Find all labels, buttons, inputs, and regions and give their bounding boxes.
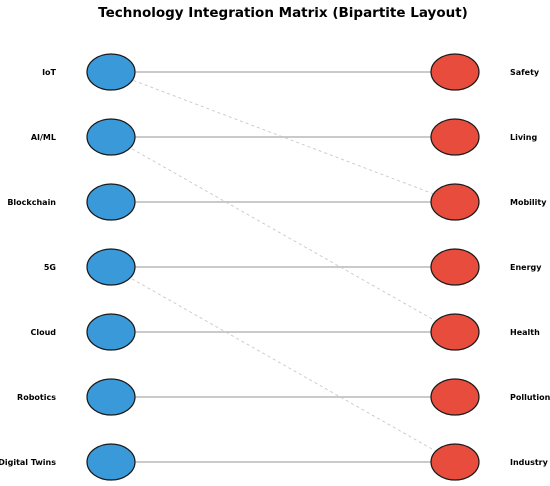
label-blockchain: Blockchain <box>7 198 56 207</box>
diagram-title: Technology Integration Matrix (Bipartite… <box>98 5 468 21</box>
node-safety <box>430 53 480 91</box>
node-robotics <box>86 378 136 416</box>
label-pollution: Pollution <box>510 393 550 402</box>
label-living: Living <box>510 133 537 142</box>
edges-layer <box>110 71 456 463</box>
node-ai-ml <box>86 118 136 156</box>
label-robotics: Robotics <box>17 393 56 402</box>
label-iot: IoT <box>42 68 56 77</box>
label-safety: Safety <box>510 68 540 77</box>
node-health <box>430 313 480 351</box>
label-ai-ml: AI/ML <box>31 133 56 142</box>
label-5g: 5G <box>44 263 56 272</box>
node-pollution <box>430 378 480 416</box>
node-digital-twins <box>86 443 136 481</box>
node-energy <box>430 248 480 286</box>
node-5g <box>86 248 136 286</box>
edge-5g-to-industry <box>110 266 456 463</box>
node-living <box>430 118 480 156</box>
node-mobility <box>430 183 480 221</box>
node-cloud <box>86 313 136 351</box>
label-energy: Energy <box>510 263 542 272</box>
label-health: Health <box>510 328 540 337</box>
node-iot <box>86 53 136 91</box>
edge-ai-ml-to-health <box>110 136 456 333</box>
label-cloud: Cloud <box>30 328 56 337</box>
label-digital-twins: Digital Twins <box>0 458 56 467</box>
labels-layer: IoT AI/ML Blockchain 5G Cloud Robotics Digital… <box>0 68 550 467</box>
edge-iot-to-mobility <box>110 71 456 203</box>
node-blockchain <box>86 183 136 221</box>
nodes-layer <box>86 53 480 481</box>
label-industry: Industry <box>510 458 549 467</box>
node-industry <box>430 443 480 481</box>
label-mobility: Mobility <box>510 198 547 207</box>
